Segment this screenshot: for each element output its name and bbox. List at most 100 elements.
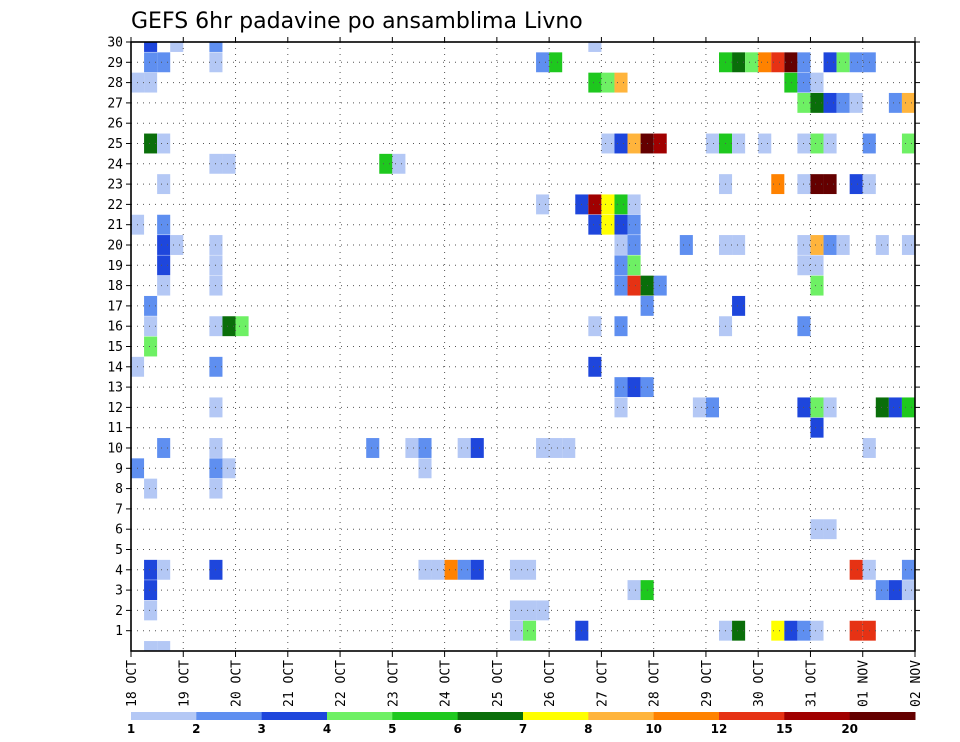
heatmap-cell	[901, 580, 915, 601]
y-tick-label: 18	[107, 279, 123, 294]
x-tick-label: 24 OCT	[439, 660, 454, 707]
y-tick-label: 21	[107, 218, 123, 233]
heatmap-cell	[823, 519, 837, 540]
heatmap-cell	[810, 397, 824, 418]
heatmap-cell	[601, 133, 615, 154]
x-tick-label: 23 OCT	[386, 660, 401, 707]
y-tick-label: 27	[107, 96, 123, 111]
colorbar-swatch	[523, 712, 589, 720]
heatmap-cell	[157, 133, 171, 154]
y-tick-label: 22	[107, 198, 123, 213]
colorbar-label: 10	[645, 722, 662, 736]
y-tick-label: 9	[115, 462, 123, 477]
heatmap-cell	[679, 235, 693, 255]
y-tick-label: 17	[107, 299, 123, 314]
heatmap-cell	[732, 52, 746, 73]
colorbar-legend: 1 2 3 4 5 6 7 8 10 12 15 20	[127, 712, 916, 736]
heatmap-cell	[823, 174, 837, 195]
heatmap-cell	[222, 153, 236, 174]
heatmap-cell	[614, 194, 628, 215]
y-tick-label: 10	[107, 442, 123, 457]
heatmap-cell	[222, 316, 236, 337]
heatmap-cell	[157, 438, 171, 458]
heatmap-cell	[170, 235, 184, 255]
heatmap-cell	[627, 235, 641, 255]
y-tick-label: 29	[107, 56, 123, 71]
colorbar-swatch	[392, 712, 459, 720]
heatmap-cell	[823, 133, 837, 154]
heatmap-cell	[614, 255, 628, 276]
heatmap-cell	[627, 275, 641, 296]
colorbar-swatch	[196, 712, 263, 720]
heatmap-cell	[745, 52, 759, 73]
heatmap-cell	[562, 438, 576, 458]
colorbar-swatch	[457, 712, 524, 720]
heatmap-cell	[732, 295, 746, 316]
heatmap-cell	[157, 214, 171, 235]
heatmap-cell	[901, 133, 915, 154]
x-tick-label: 21 OCT	[282, 660, 297, 707]
heatmap-cell	[771, 620, 785, 641]
heatmap-cell	[470, 438, 484, 458]
heatmap-cell	[157, 235, 171, 255]
heatmap-cell	[549, 438, 563, 458]
heatmap-cell	[144, 72, 158, 93]
heatmap-cell	[614, 275, 628, 296]
heatmap-cell	[901, 92, 915, 113]
y-tick-label: 1	[115, 624, 123, 639]
heatmap-cell	[810, 620, 824, 641]
x-tick-label: 22 OCT	[334, 660, 349, 707]
heatmap-cell	[901, 397, 915, 418]
heatmap-cell	[588, 214, 602, 235]
heatmap-cell	[235, 316, 249, 337]
y-tick-label: 23	[107, 178, 123, 193]
x-tick-label: 30 OCT	[752, 660, 767, 707]
heatmap-cell	[523, 620, 537, 641]
heatmap-cell	[222, 458, 236, 479]
heatmap-cell	[823, 92, 837, 113]
heatmap-cell	[771, 174, 785, 195]
y-tick-label: 19	[107, 259, 123, 274]
x-tick-label: 01 NOV	[857, 660, 872, 707]
heatmap-cell	[614, 397, 628, 418]
heatmap-cell	[732, 620, 746, 641]
colorbar-label: 15	[776, 722, 793, 736]
y-tick-label: 4	[115, 563, 123, 578]
heatmap-cell	[588, 194, 602, 215]
y-axis: 1234567891011121314151617181920212223242…	[107, 36, 920, 639]
colorbar-swatch	[261, 712, 328, 720]
heatmap-cell	[732, 235, 746, 255]
heatmap-cell	[536, 600, 550, 621]
y-tick-label: 7	[115, 502, 123, 517]
heatmap-cell	[157, 52, 171, 73]
colorbar-label: 2	[192, 722, 200, 736]
y-tick-label: 11	[107, 421, 123, 436]
y-tick-label: 6	[115, 523, 123, 538]
heatmap-cell	[209, 42, 223, 52]
heatmap-cell	[784, 620, 798, 641]
heatmap-cell	[705, 397, 719, 418]
heatmap-cell	[627, 255, 641, 276]
heatmap-cell	[523, 600, 537, 621]
heatmap-cell	[875, 235, 889, 255]
heatmap-cell	[758, 52, 772, 73]
heatmap-cell	[627, 194, 641, 215]
heatmap-cell	[849, 620, 863, 641]
heatmap-cell	[810, 519, 824, 540]
x-tick-label: 31 OCT	[804, 660, 819, 707]
heatmap-cell	[810, 72, 824, 93]
heatmap-cell	[144, 52, 158, 73]
y-tick-label: 20	[107, 239, 123, 254]
heatmap-cell	[836, 92, 850, 113]
heatmap-cell	[810, 275, 824, 296]
heatmap-cell	[784, 72, 798, 93]
heatmap-cell	[705, 133, 719, 154]
heatmap-cell	[614, 235, 628, 255]
heatmap-cell	[810, 417, 824, 438]
x-tick-label: 28 OCT	[648, 660, 663, 707]
heatmap-cell	[614, 377, 628, 398]
heatmap-cell	[470, 559, 484, 580]
x-tick-label: 25 OCT	[491, 660, 506, 707]
heatmap-cell	[509, 600, 523, 621]
x-tick-label: 20 OCT	[230, 660, 245, 707]
